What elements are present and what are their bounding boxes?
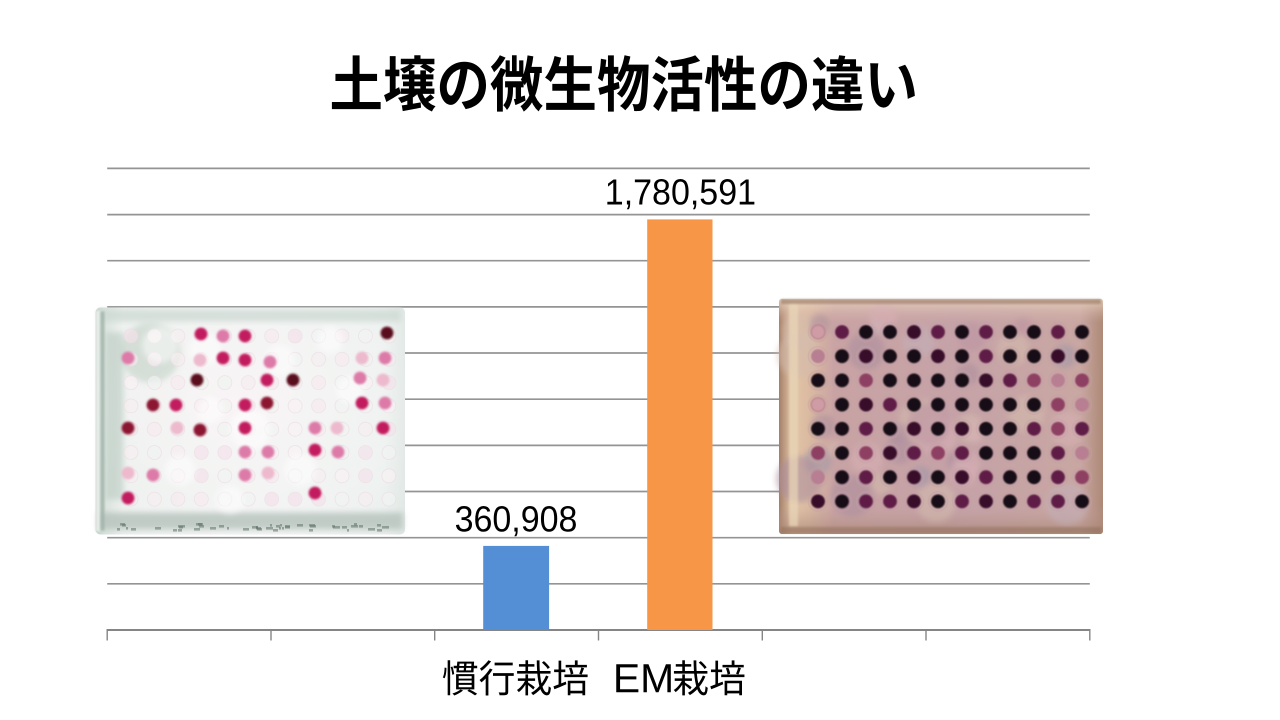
svg-text:360,908: 360,908	[455, 499, 578, 539]
svg-text:1,780,591: 1,780,591	[605, 172, 756, 212]
